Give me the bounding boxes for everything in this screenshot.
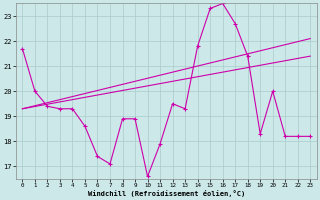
X-axis label: Windchill (Refroidissement éolien,°C): Windchill (Refroidissement éolien,°C)	[88, 190, 245, 197]
